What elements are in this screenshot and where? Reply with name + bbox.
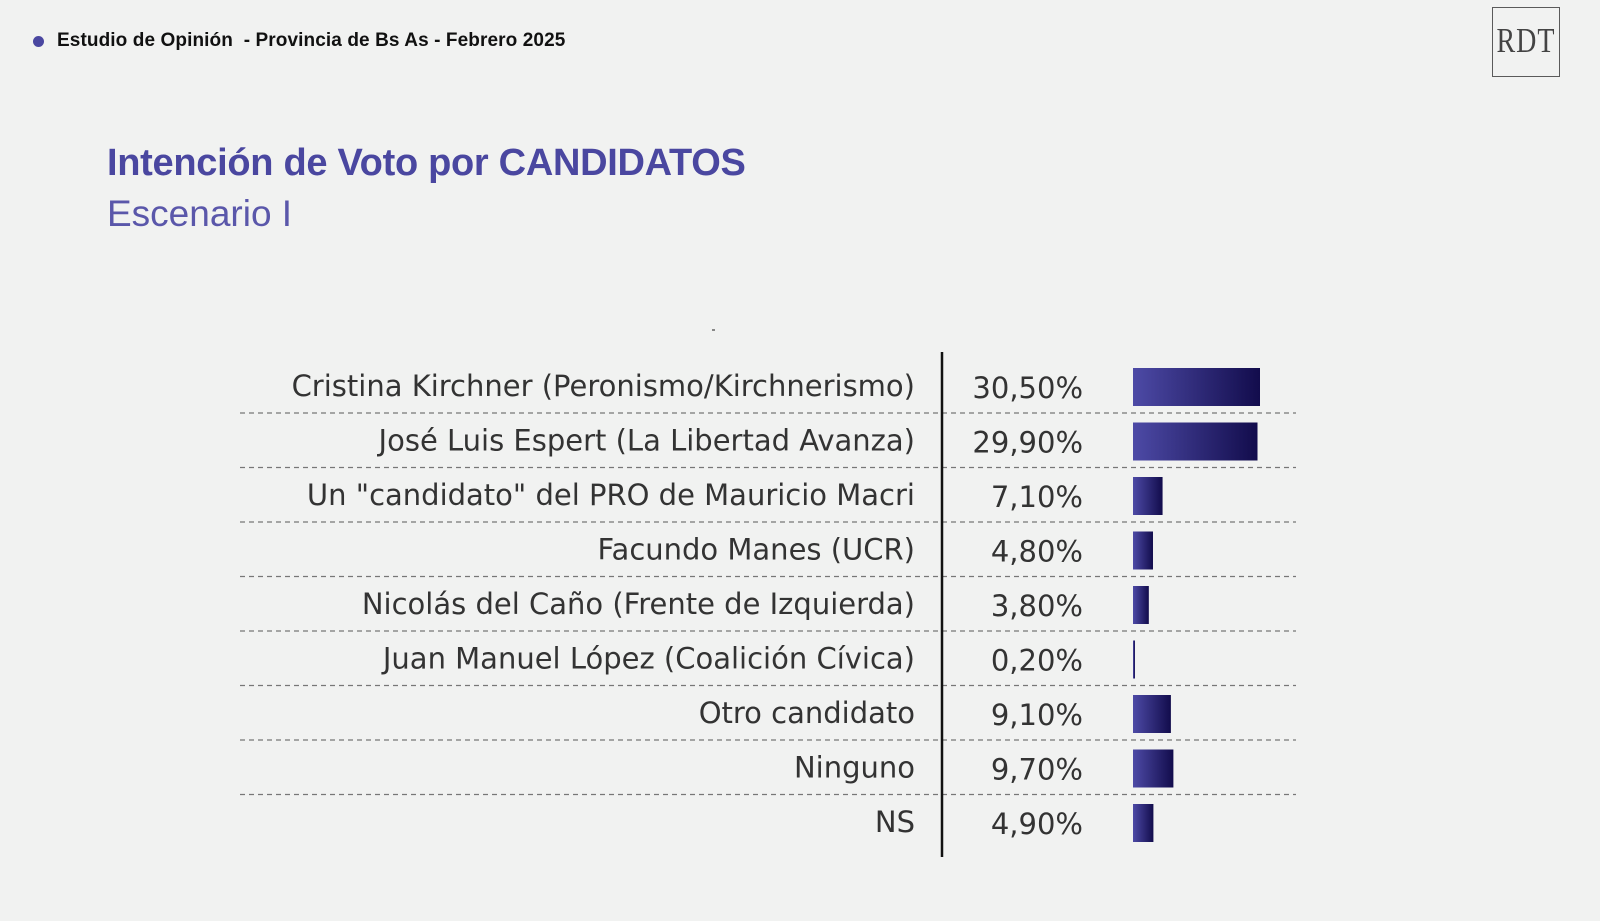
category-label: NS: [875, 805, 915, 839]
value-label: 3,80%: [991, 589, 1083, 623]
category-label: Nicolás del Caño (Frente de Izquierda): [362, 587, 915, 621]
bar: [1133, 477, 1163, 515]
category-label: Un "candidato" del PRO de Mauricio Macri: [307, 478, 915, 512]
report-header-text: Estudio de Opinión - Provincia de Bs As …: [57, 30, 566, 51]
logo-text: RDT: [1496, 22, 1556, 61]
chart-subtitle: Escenario I: [107, 193, 293, 234]
value-label: 7,10%: [991, 480, 1083, 514]
bar: [1133, 422, 1258, 461]
category-label: José Luis Espert (La Libertad Avanza): [377, 424, 915, 458]
bar: [1133, 586, 1149, 624]
category-label: Facundo Manes (UCR): [598, 533, 915, 567]
value-label: 30,50%: [972, 371, 1083, 405]
bar: [1133, 695, 1171, 733]
value-label: 4,80%: [991, 535, 1083, 569]
value-label: 9,10%: [991, 698, 1083, 732]
bar: [1133, 531, 1153, 570]
category-label: Ninguno: [794, 751, 915, 785]
category-label: Cristina Kirchner (Peronismo/Kirchnerism…: [292, 369, 915, 403]
bar: [1133, 640, 1135, 679]
value-label: 29,90%: [972, 426, 1083, 460]
bar: [1133, 804, 1154, 842]
category-label: Juan Manuel López (Coalición Cívica): [381, 642, 915, 676]
value-label: 0,20%: [991, 644, 1083, 678]
chart-title: Intención de Voto por CANDIDATOS: [107, 142, 746, 184]
report-header: Estudio de Opinión - Provincia de Bs As …: [33, 30, 565, 52]
bar: [1133, 368, 1260, 406]
value-label: 9,70%: [991, 753, 1083, 787]
category-label: Otro candidato: [699, 696, 915, 730]
value-label: 4,90%: [991, 807, 1083, 841]
rdt-logo: RDT: [1492, 7, 1560, 77]
stray-mark: [712, 329, 715, 331]
bullet-dot-icon: [33, 35, 44, 47]
bar: [1133, 749, 1174, 788]
